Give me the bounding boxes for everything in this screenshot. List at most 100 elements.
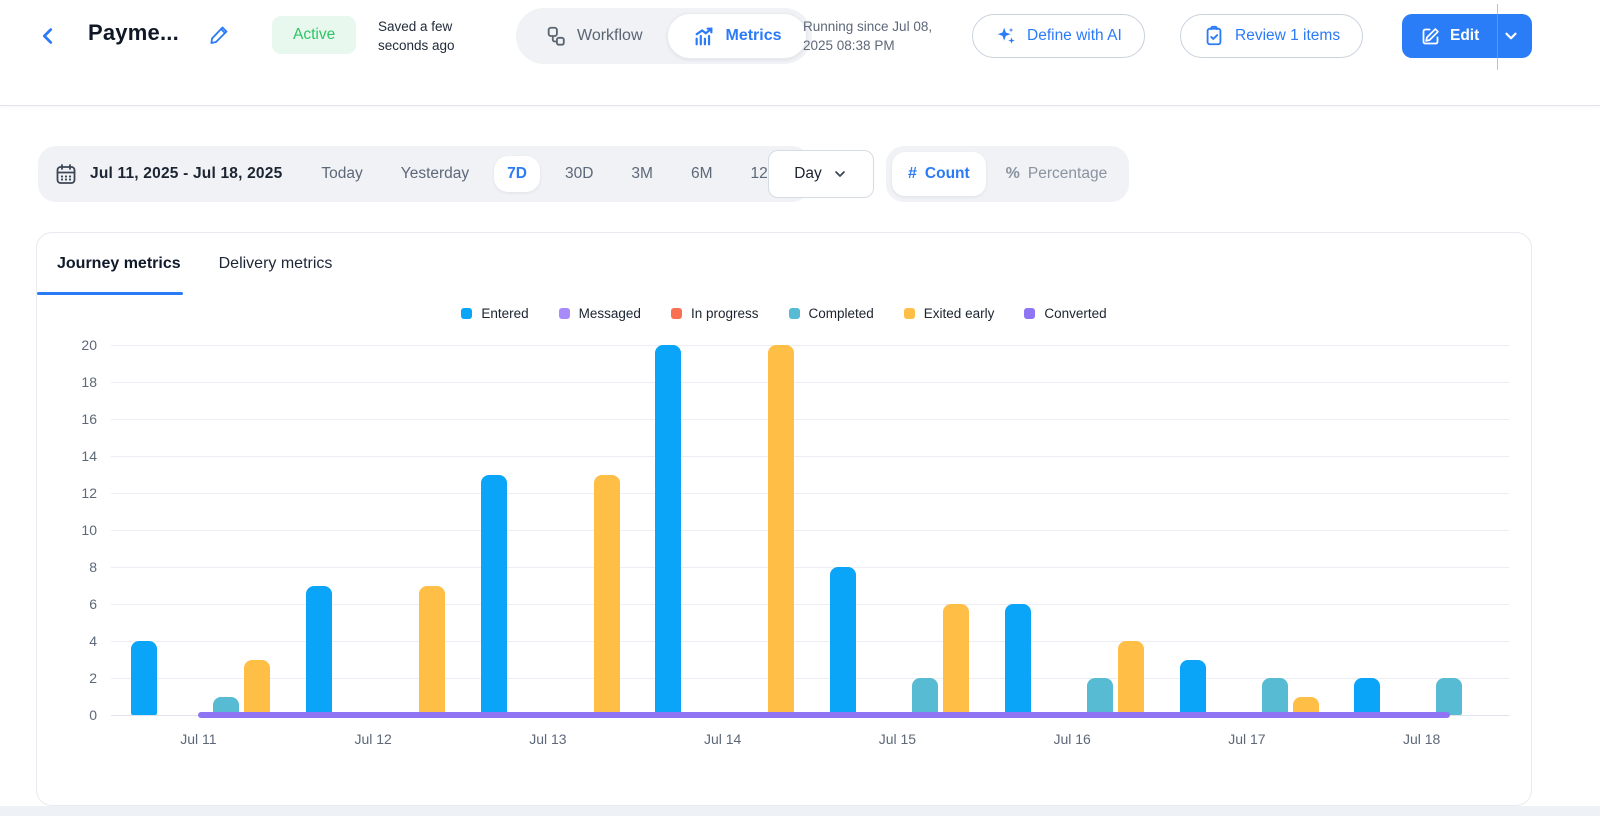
bar-group-jul-12 <box>286 345 461 715</box>
edit-dropdown-button[interactable] <box>1493 27 1529 45</box>
bar-group-jul-18 <box>1334 345 1509 715</box>
gridline-y-18 <box>111 382 1509 383</box>
gridline-y-12 <box>111 493 1509 494</box>
gridline-y-6 <box>111 604 1509 605</box>
count-percentage-toggle: # Count % Percentage <box>886 146 1130 202</box>
bar-entered-jul-16[interactable] <box>1004 604 1031 715</box>
preset-today[interactable]: Today <box>321 165 363 182</box>
legend-item-completed[interactable]: Completed <box>788 306 874 321</box>
granularity-select[interactable]: Day <box>768 150 874 198</box>
tab-delivery-metrics[interactable]: Delivery metrics <box>219 233 333 295</box>
bar-exited-early-jul-12[interactable] <box>418 585 445 715</box>
preset-30d[interactable]: 30D <box>564 165 594 182</box>
status-badge: Active <box>272 16 357 54</box>
preset-6m[interactable]: 6M <box>690 165 713 182</box>
line-series-converted[interactable] <box>198 712 1450 718</box>
bar-group-jul-11 <box>111 345 286 715</box>
chevron-left-icon <box>42 28 53 44</box>
edit-split-button[interactable]: Edit <box>1402 14 1532 58</box>
define-with-ai-label: Define with AI <box>1027 27 1122 44</box>
x-axis-label-jul-16: Jul 16 <box>1053 731 1091 747</box>
bar-exited-early-jul-14[interactable] <box>768 345 795 715</box>
sparkle-icon <box>997 27 1015 44</box>
bar-completed-jul-17[interactable] <box>1261 678 1288 715</box>
tab-delivery-label: Delivery metrics <box>218 255 333 272</box>
bar-entered-jul-18[interactable] <box>1354 678 1381 715</box>
gridline-y-8 <box>111 567 1509 568</box>
bar-exited-early-jul-17[interactable] <box>1292 696 1319 715</box>
bar-completed-jul-15[interactable] <box>912 678 938 715</box>
edit-button[interactable]: Edit <box>1402 26 1493 47</box>
edit-label: Edit <box>1450 27 1480 44</box>
rename-pencil-icon[interactable] <box>208 22 234 48</box>
vertical-divider-line <box>1497 4 1498 70</box>
workflow-icon <box>547 26 565 46</box>
bar-group-jul-17 <box>1160 345 1335 715</box>
legend-swatch <box>558 307 570 319</box>
bar-exited-early-jul-15[interactable] <box>943 604 969 715</box>
legend-swatch <box>1024 307 1036 319</box>
edit-square-icon <box>1422 27 1439 44</box>
bar-completed-jul-16[interactable] <box>1086 678 1113 715</box>
chart-legend: Entered Messaged In progress Completed Exite… <box>37 303 1531 323</box>
legend-item-messaged[interactable]: Messaged <box>558 306 641 321</box>
metrics-icon <box>695 27 712 46</box>
legend-label: In progress <box>690 305 759 321</box>
bar-completed-jul-11[interactable] <box>213 696 239 715</box>
bar-entered-jul-15[interactable] <box>830 567 856 715</box>
y-axis-tick-18: 18 <box>81 374 97 390</box>
chevron-down-icon <box>1505 32 1517 40</box>
legend-item-entered[interactable]: Entered <box>461 306 529 321</box>
back-button[interactable] <box>34 22 62 50</box>
page-bottom-strip <box>0 806 1600 816</box>
filter-toolbar: Jul 11, 2025 - Jul 18, 2025 Today Yesterd… <box>38 146 1562 202</box>
bar-group-jul-14 <box>635 345 810 715</box>
y-axis-tick-6: 6 <box>89 596 97 612</box>
tab-journey-metrics[interactable]: Journey metrics <box>37 233 183 295</box>
bar-exited-early-jul-16[interactable] <box>1117 641 1144 715</box>
bar-exited-early-jul-13[interactable] <box>593 474 620 715</box>
x-axis-label-jul-14: Jul 14 <box>703 731 742 747</box>
view-toggle-workflow[interactable]: Workflow <box>521 13 667 59</box>
gridline-y-16 <box>111 419 1509 420</box>
bar-completed-jul-18[interactable] <box>1436 678 1463 715</box>
x-axis-label-jul-18: Jul 18 <box>1402 731 1441 747</box>
legend-label: Exited early <box>923 305 995 321</box>
legend-item-in-progress[interactable]: In progress <box>670 305 759 321</box>
chevron-down-icon <box>834 171 845 177</box>
mode-count[interactable]: # Count <box>892 152 986 196</box>
define-with-ai-button[interactable]: Define with AI <box>972 14 1145 58</box>
y-axis-tick-2: 2 <box>89 670 97 686</box>
view-toggle-metrics[interactable]: Metrics <box>666 13 807 59</box>
bar-entered-jul-12[interactable] <box>305 585 332 715</box>
bar-group-jul-13 <box>461 345 636 715</box>
calendar-icon[interactable] <box>54 162 78 186</box>
legend-item-converted[interactable]: Converted <box>1024 306 1107 321</box>
bar-entered-jul-11[interactable] <box>131 641 157 715</box>
tab-journey-label: Journey metrics <box>57 255 181 272</box>
gridline-y-4 <box>111 641 1509 642</box>
bar-group-jul-15 <box>810 345 985 715</box>
y-axis-tick-10: 10 <box>81 522 97 538</box>
bar-exited-early-jul-11[interactable] <box>244 659 270 715</box>
count-label: Count <box>924 165 970 182</box>
view-toggle: Workflow Metrics <box>516 8 812 64</box>
legend-item-exited-early[interactable]: Exited early <box>903 305 995 321</box>
mode-percentage[interactable]: % Percentage <box>990 152 1124 196</box>
preset-7d[interactable]: 7D <box>494 156 540 192</box>
y-axis-tick-14: 14 <box>81 448 97 464</box>
clipboard-check-icon <box>1206 25 1222 46</box>
review-items-button[interactable]: Review 1 items <box>1180 14 1364 58</box>
date-range-group: Jul 11, 2025 - Jul 18, 2025 Today Yesterd… <box>38 146 810 202</box>
date-range-value[interactable]: Jul 11, 2025 - Jul 18, 2025 <box>90 165 283 182</box>
metrics-card: Journey metrics Delivery metrics Entered… <box>36 232 1532 806</box>
bar-entered-jul-13[interactable] <box>480 474 507 715</box>
gridline-y-10 <box>111 530 1509 531</box>
preset-3m[interactable]: 3M <box>631 165 653 182</box>
preset-yesterday[interactable]: Yesterday <box>400 165 470 182</box>
bar-entered-jul-17[interactable] <box>1179 659 1206 715</box>
y-axis-tick-12: 12 <box>81 485 97 501</box>
page-title: Payme... <box>88 20 179 45</box>
review-items-label: Review 1 items <box>1235 27 1341 44</box>
bar-entered-jul-14[interactable] <box>655 345 682 715</box>
